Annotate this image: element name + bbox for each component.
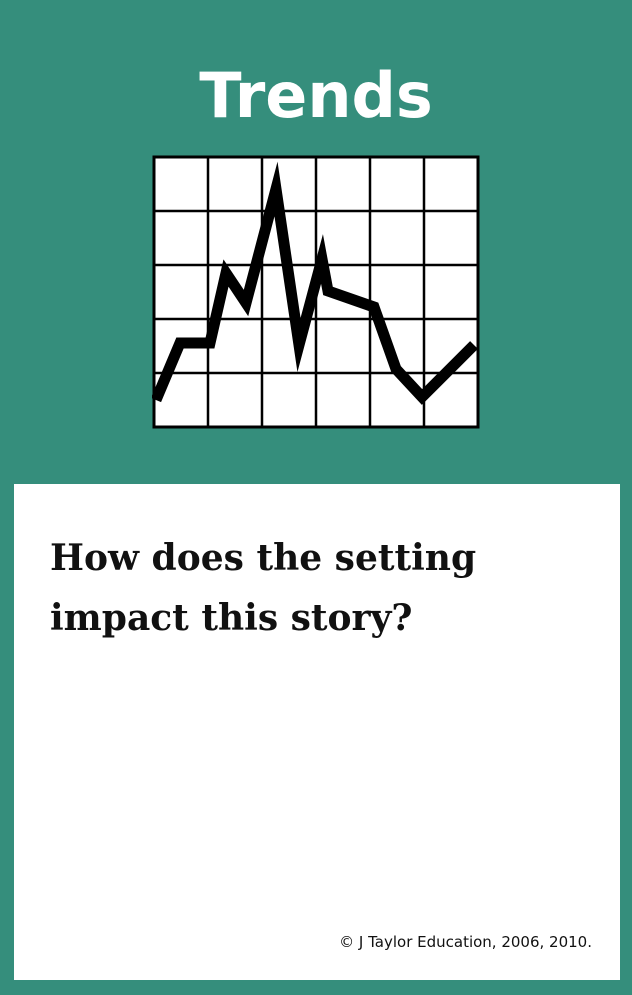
card-title: Trends: [199, 59, 433, 132]
graph-grid: [152, 155, 480, 429]
copyright-text: © J Taylor Education, 2006, 2010.: [339, 933, 592, 951]
question-text: How does the setting impact this story?: [50, 537, 477, 639]
question-panel: How does the setting impact this story? …: [14, 484, 620, 980]
line-graph-icon: [152, 155, 480, 429]
graph-trend-line: [152, 161, 478, 405]
